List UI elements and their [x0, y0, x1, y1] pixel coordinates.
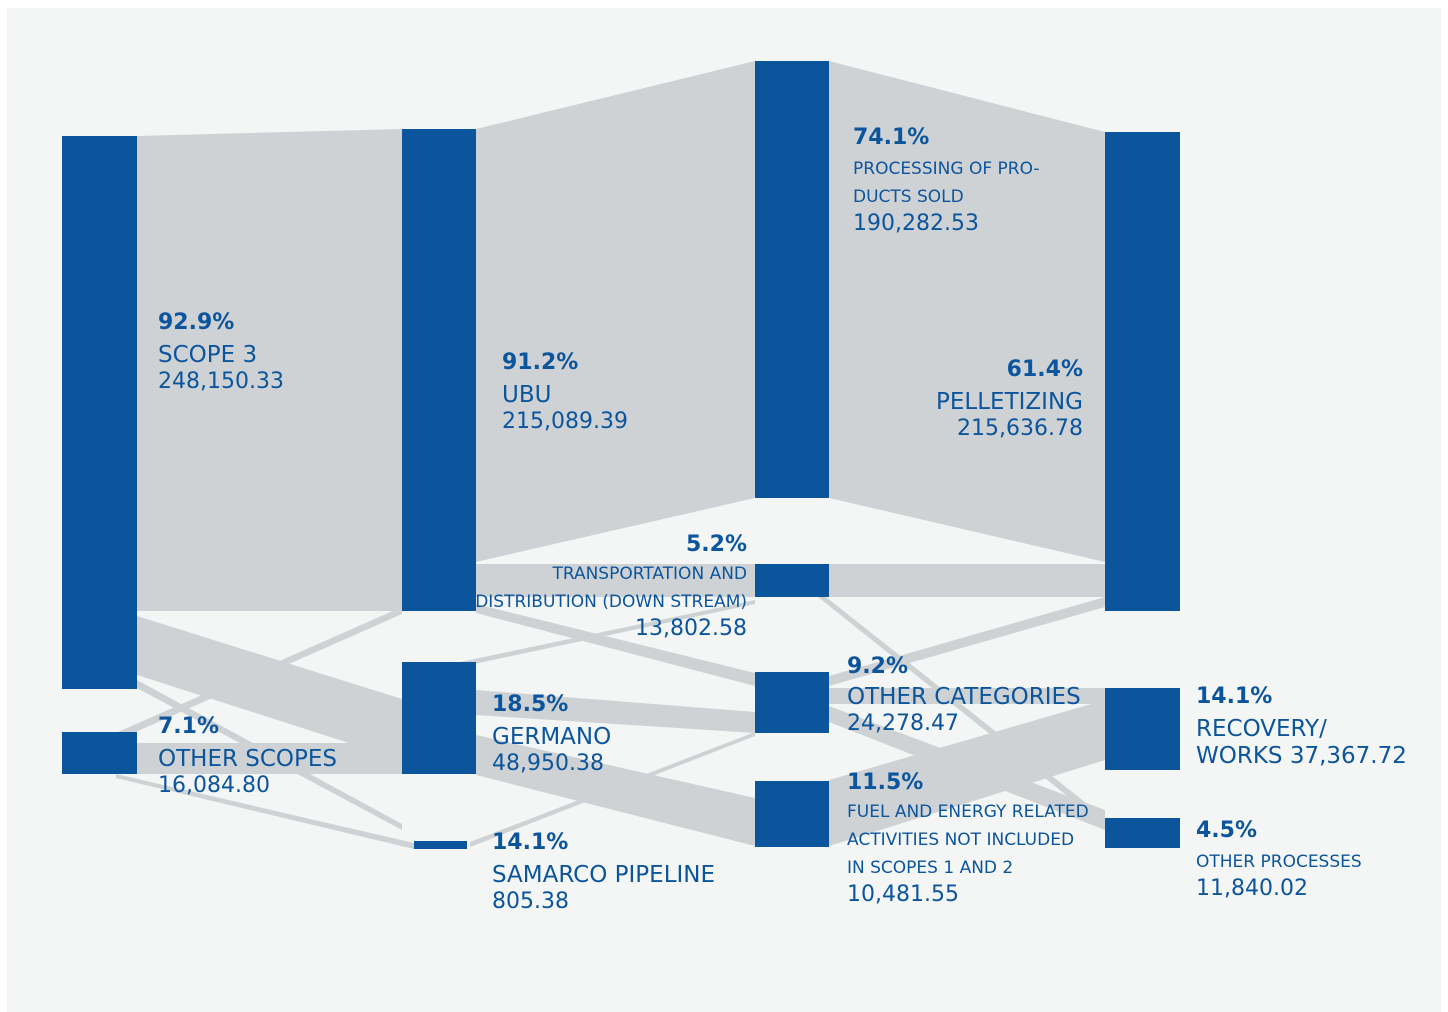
germano-name: GERMANO: [492, 724, 612, 751]
flow-other-scopes-samarco: [116, 774, 414, 849]
processing-name-line2: DUCTS SOLD: [853, 187, 964, 208]
flow-samarco-other: [470, 732, 755, 847]
germano-value: 48,950.38: [492, 750, 604, 776]
label-other-categories: 9.2% OTHER CATEGORIES 24,278.47: [847, 654, 1081, 736]
pelletizing-pct: 61.4%: [1006, 357, 1083, 382]
transportation-value: 13,802.58: [635, 616, 747, 642]
node-processing: [755, 61, 829, 498]
label-recovery-works: 14.1% RECOVERY/ WORKS 37,367.72: [1196, 684, 1407, 769]
node-germano: [402, 662, 476, 774]
node-other-processes: [1105, 818, 1180, 848]
ubu-name: UBU: [502, 382, 552, 409]
flow-transportation-pelletizing: [829, 564, 1105, 597]
label-pelletizing: 61.4% PELLETIZING 215,636.78: [936, 357, 1083, 441]
scope3-name: SCOPE 3: [158, 342, 258, 369]
ubu-value: 215,089.39: [502, 408, 628, 434]
flow-ubu-other-categories: [476, 604, 755, 686]
fuel-energy-name-line2: ACTIVITIES NOT INCLUDED: [847, 830, 1075, 851]
node-other-scopes: [62, 732, 137, 774]
fuel-energy-name-line1: FUEL AND ENERGY RELATED: [847, 802, 1089, 823]
flow-germano-ubu-thin: [460, 600, 755, 667]
fuel-energy-value: 10,481.55: [847, 882, 959, 908]
node-scope3: [62, 136, 137, 689]
samarco-pipeline-name: SAMARCO PIPELINE: [492, 862, 716, 889]
label-transportation: 5.2% TRANSPORTATION AND DISTRIBUTION (DO…: [475, 532, 747, 642]
flow-other-scopes-ubu: [118, 607, 402, 738]
other-categories-pct: 9.2%: [847, 654, 909, 679]
other-scopes-value: 16,084.80: [158, 772, 270, 798]
recovery-works-name-line1: RECOVERY/: [1196, 716, 1327, 743]
flow-other-categories-pelletizing: [829, 597, 1105, 686]
other-categories-value: 24,278.47: [847, 710, 959, 736]
label-fuel-energy: 11.5% FUEL AND ENERGY RELATED ACTIVITIES…: [847, 770, 1089, 908]
flow-scope3-ubu: [137, 129, 402, 611]
samarco-pipeline-pct: 14.1%: [492, 830, 569, 855]
node-samarco-pipeline: [414, 841, 467, 849]
node-other-categories: [755, 672, 829, 733]
recovery-works-name-line2: WORKS 37,367.72: [1196, 742, 1407, 769]
other-scopes-pct: 7.1%: [158, 714, 220, 739]
flow-transportation-other-processes: [818, 597, 1105, 826]
flow-scope3-germano: [137, 616, 402, 760]
node-transportation: [755, 564, 829, 597]
other-scopes-name: OTHER SCOPES: [158, 746, 338, 773]
germano-pct: 18.5%: [492, 692, 569, 717]
node-pelletizing: [1105, 132, 1180, 611]
samarco-pipeline-value: 805.38: [492, 888, 569, 914]
label-other-scopes: 7.1% OTHER SCOPES 16,084.80: [158, 714, 337, 798]
processing-pct: 74.1%: [853, 125, 930, 150]
label-processing: 74.1% PROCESSING OF PRO- DUCTS SOLD 190,…: [853, 125, 1040, 237]
flow-germano-other-categories: [476, 690, 755, 733]
node-fuel-energy: [755, 781, 829, 847]
flow-other-categories-recovery: [829, 688, 1105, 704]
flow-germano-fuel: [476, 735, 755, 846]
scope3-value: 248,150.33: [158, 368, 284, 394]
processing-name-line1: PROCESSING OF PRO-: [853, 159, 1040, 180]
pelletizing-value: 215,636.78: [957, 415, 1083, 441]
label-scope3: 92.9% SCOPE 3 248,150.33: [158, 310, 284, 394]
flow-scope3-samarco: [137, 680, 402, 830]
transportation-name-line2: DISTRIBUTION (DOWN STREAM): [475, 592, 747, 613]
recovery-works-pct: 14.1%: [1196, 684, 1273, 709]
pelletizing-name: PELLETIZING: [936, 389, 1083, 416]
transportation-name-line1: TRANSPORTATION AND: [552, 564, 747, 585]
other-processes-name: OTHER PROCESSES: [1196, 852, 1362, 873]
node-recovery-works: [1105, 688, 1180, 770]
other-processes-pct: 4.5%: [1196, 818, 1258, 843]
node-ubu: [402, 129, 476, 611]
label-samarco-pipeline: 14.1% SAMARCO PIPELINE 805.38: [492, 830, 715, 914]
scope3-pct: 92.9%: [158, 310, 235, 335]
other-categories-name: OTHER CATEGORIES: [847, 684, 1081, 711]
label-germano: 18.5% GERMANO 48,950.38: [492, 692, 611, 776]
flow-other-categories-other-processes: [829, 706, 1105, 830]
flow-ubu-processing: [476, 61, 755, 562]
other-processes-value: 11,840.02: [1196, 876, 1308, 902]
flow-processing-pelletizing: [829, 61, 1105, 562]
flow-ubu-transportation: [476, 564, 755, 597]
transportation-pct: 5.2%: [685, 532, 747, 557]
ubu-pct: 91.2%: [502, 350, 579, 375]
fuel-energy-name-line3: IN SCOPES 1 AND 2: [847, 858, 1014, 879]
label-other-processes: 4.5% OTHER PROCESSES 11,840.02: [1196, 818, 1362, 902]
processing-value: 190,282.53: [853, 211, 979, 237]
label-ubu: 91.2% UBU 215,089.39: [502, 350, 628, 434]
fuel-energy-pct: 11.5%: [847, 770, 924, 795]
